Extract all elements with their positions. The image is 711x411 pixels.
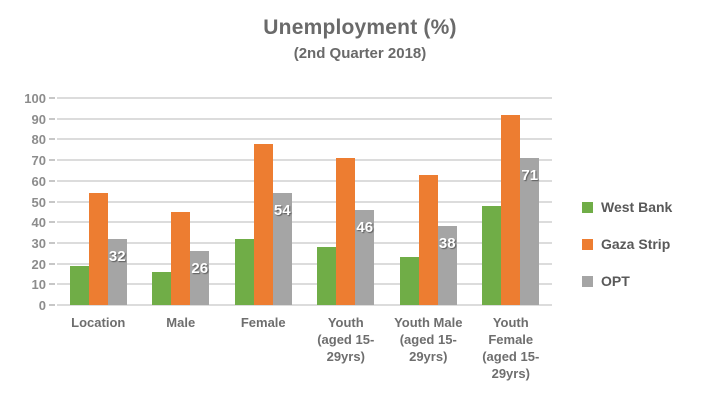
- y-tick-label: 60: [31, 173, 46, 189]
- bar-gaza-strip: [253, 143, 273, 305]
- x-axis-label-line: (aged 15-: [482, 349, 540, 364]
- bar-groups: 32 26 54 46 38 71: [57, 98, 552, 305]
- bar-group: 46: [305, 98, 388, 305]
- x-axis-label-line: 29yrs): [326, 349, 365, 364]
- y-tick-mark: [49, 241, 55, 244]
- y-tick-label: 10: [31, 277, 46, 293]
- y-tick-mark: [49, 117, 55, 120]
- legend-label: Gaza Strip: [601, 236, 671, 252]
- legend-swatch-icon: [582, 238, 593, 250]
- legend-label: OPT: [601, 273, 630, 289]
- y-tick-label: 50: [31, 194, 46, 210]
- y-tick-label: 30: [31, 235, 46, 251]
- bar-opt: 46: [355, 209, 375, 305]
- gridline: [57, 97, 552, 99]
- bar-west-bank: [152, 271, 172, 305]
- gridline: [57, 200, 552, 203]
- chart-title: Unemployment (%): [263, 16, 457, 39]
- y-tick-mark: [49, 283, 55, 286]
- bar-group: 71: [470, 98, 553, 305]
- bar-opt: 71: [520, 158, 540, 305]
- y-tick-mark: [49, 97, 55, 99]
- bar-west-bank: [69, 265, 89, 305]
- bar-gaza-strip: [171, 211, 191, 305]
- legend-item-west-bank: West Bank: [582, 199, 672, 215]
- x-axis-label-line: Female: [240, 315, 286, 330]
- x-axis-label-line: (aged 15-: [399, 332, 457, 347]
- bar-west-bank: [234, 238, 254, 305]
- y-tick-mark: [49, 138, 55, 141]
- gridline: [57, 179, 552, 182]
- gridline: [57, 159, 552, 162]
- bar-gaza-strip: [88, 193, 108, 305]
- y-tick-label: 80: [31, 132, 46, 148]
- bar-west-bank: [317, 247, 337, 305]
- y-tick-mark: [49, 159, 55, 162]
- legend: West Bank Gaza Strip OPT: [582, 199, 672, 289]
- bar-west-bank: [482, 205, 502, 305]
- x-axis-label-line: Male: [166, 315, 196, 330]
- y-tick-mark: [49, 221, 55, 224]
- bar-gaza-strip: [418, 174, 438, 305]
- bar-group: 38: [387, 98, 470, 305]
- bar-west-bank: [399, 257, 419, 305]
- chart-subtitle: (2nd Quarter 2018): [293, 45, 427, 62]
- bar-opt: 32: [107, 238, 127, 305]
- bar-opt: 54: [272, 193, 292, 305]
- x-axis-label-line: Youth: [327, 315, 364, 330]
- gridline: [57, 262, 552, 265]
- x-axis-label-line: 29yrs): [409, 349, 448, 364]
- x-axis-label-line: Location: [71, 315, 126, 330]
- legend-swatch-icon: [582, 275, 593, 287]
- legend-swatch-icon: [582, 201, 593, 213]
- bar-value-label: 71: [521, 167, 539, 185]
- y-tick-label: 70: [31, 153, 46, 169]
- bar-group: 26: [140, 98, 223, 305]
- y-tick-label: 100: [24, 91, 46, 106]
- gridline: [57, 138, 552, 141]
- bar-value-label: 26: [191, 260, 209, 278]
- gridline: [57, 283, 552, 286]
- bar-opt: 38: [437, 226, 457, 305]
- x-axis-label: Youth Male (aged 15- 29yrs): [387, 314, 470, 382]
- plot-area: 32 26 54 46 38 71: [57, 97, 552, 306]
- y-tick-label: 0: [38, 298, 46, 313]
- x-axis-label: Female: [222, 314, 305, 382]
- bar-value-label: 46: [356, 218, 374, 236]
- x-axis-label-line: Youth: [492, 315, 529, 330]
- bar-opt: 26: [190, 251, 210, 305]
- bar-group: 54: [222, 98, 305, 305]
- bar-value-label: 54: [273, 202, 291, 220]
- x-axis: Location Male Female Youth (aged 15- 29yrs) Yo…: [57, 314, 552, 382]
- gridline: [57, 304, 552, 306]
- bar-group: 32: [57, 98, 140, 305]
- legend-label: West Bank: [601, 199, 673, 215]
- x-axis-label: Male: [140, 314, 223, 382]
- bar-gaza-strip: [336, 158, 356, 305]
- legend-item-opt: OPT: [582, 273, 672, 289]
- x-axis-label-line: 29yrs): [491, 366, 530, 381]
- x-axis-label: Youth (aged 15- 29yrs): [305, 314, 388, 382]
- y-tick-label: 40: [31, 215, 46, 231]
- gridline: [57, 241, 552, 244]
- x-axis-label-line: Female: [488, 332, 534, 347]
- bar-value-label: 32: [108, 247, 126, 265]
- x-axis-label-line: Youth Male: [394, 315, 463, 330]
- x-axis-label-line: (aged 15-: [317, 332, 375, 347]
- y-tick-mark: [49, 304, 55, 306]
- gridline: [57, 221, 552, 224]
- bar-value-label: 38: [438, 235, 456, 253]
- y-tick-mark: [49, 200, 55, 203]
- y-tick-label: 20: [31, 256, 46, 272]
- y-tick-mark: [49, 179, 55, 182]
- x-axis-label: Youth Female (aged 15- 29yrs): [470, 314, 553, 382]
- gridline: [57, 117, 552, 120]
- y-tick-mark: [49, 262, 55, 265]
- y-tick-label: 90: [31, 111, 46, 127]
- bar-gaza-strip: [501, 114, 521, 305]
- x-axis-label: Location: [57, 314, 140, 382]
- legend-item-gaza-strip: Gaza Strip: [582, 236, 672, 252]
